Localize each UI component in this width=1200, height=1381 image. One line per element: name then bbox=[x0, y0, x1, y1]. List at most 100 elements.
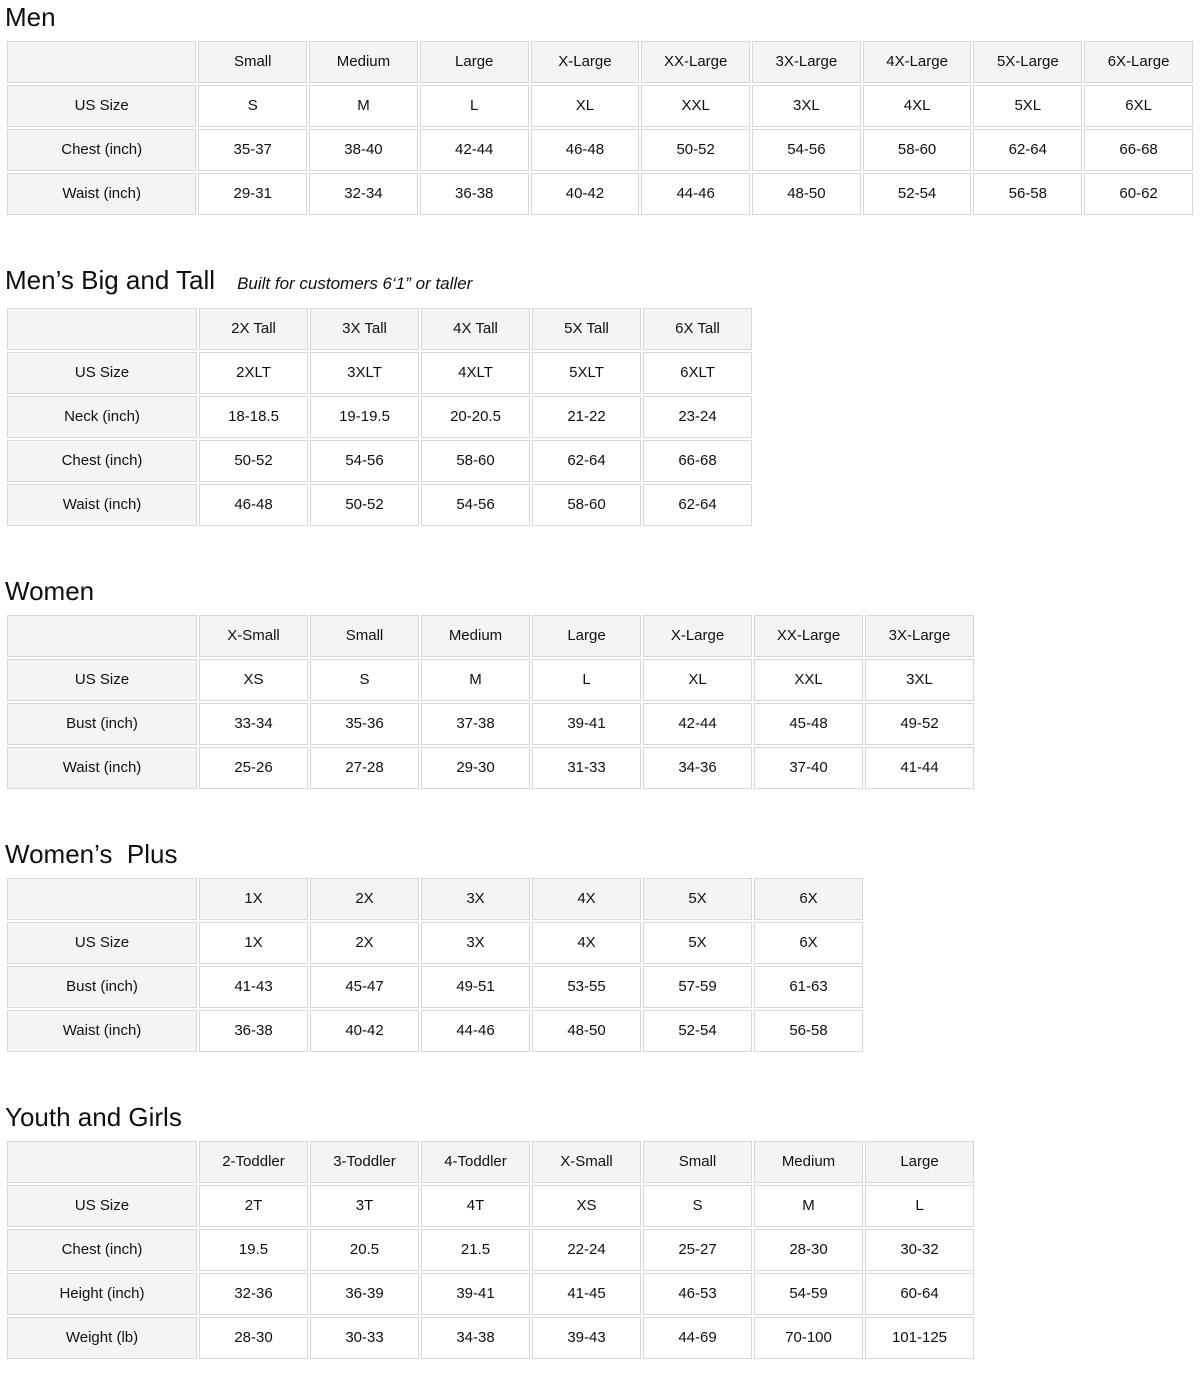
value-cell: 3XL bbox=[865, 659, 974, 701]
value-cell: XXL bbox=[641, 85, 751, 127]
value-cell: 66-68 bbox=[1084, 129, 1193, 171]
header-row: X-Small Small Medium Large X-Large XX-Large 3X… bbox=[7, 615, 974, 657]
row-label-cell: US Size bbox=[7, 659, 197, 701]
section-heading: Women bbox=[5, 576, 1195, 606]
column-header-cell: Small bbox=[310, 615, 419, 657]
value-cell: 54-56 bbox=[310, 440, 419, 482]
column-header-cell: 6X Tall bbox=[643, 308, 752, 350]
value-cell: 6XLT bbox=[643, 352, 752, 394]
column-header-cell: 4-Toddler bbox=[421, 1141, 530, 1183]
row-label-cell: Height (inch) bbox=[7, 1273, 197, 1315]
corner-cell bbox=[7, 615, 197, 657]
value-cell: 32-34 bbox=[309, 173, 418, 215]
value-cell: 54-56 bbox=[421, 484, 530, 526]
value-cell: S bbox=[643, 1185, 752, 1227]
table-row: Chest (inch) 50-52 54-56 58-60 62-64 66-68 bbox=[7, 440, 752, 482]
table-row: Height (inch) 32-36 36-39 39-41 41-45 46-53 54… bbox=[7, 1273, 974, 1315]
column-header-cell: XX-Large bbox=[641, 41, 751, 83]
column-header-cell: 3X bbox=[421, 878, 530, 920]
value-cell: M bbox=[309, 85, 418, 127]
value-cell: 54-59 bbox=[754, 1273, 863, 1315]
header-row: 2X Tall 3X Tall 4X Tall 5X Tall 6X Tall bbox=[7, 308, 752, 350]
corner-cell bbox=[7, 1141, 197, 1183]
value-cell: 3X bbox=[421, 922, 530, 964]
row-label-cell: Waist (inch) bbox=[7, 173, 197, 215]
section-title: Men bbox=[5, 2, 56, 32]
value-cell: 62-64 bbox=[532, 440, 641, 482]
row-label-cell: Chest (inch) bbox=[7, 440, 197, 482]
value-cell: L bbox=[865, 1185, 974, 1227]
column-header-cell: X-Large bbox=[643, 615, 752, 657]
value-cell: 28-30 bbox=[199, 1317, 308, 1359]
value-cell: 37-40 bbox=[754, 747, 863, 789]
value-cell: 36-38 bbox=[199, 1010, 308, 1052]
table-row: Waist (inch) 25-26 27-28 29-30 31-33 34-36 37-… bbox=[7, 747, 974, 789]
row-label-cell: Weight (lb) bbox=[7, 1317, 197, 1359]
table-row: Bust (inch) 33-34 35-36 37-38 39-41 42-44 45-4… bbox=[7, 703, 974, 745]
column-header-cell: 3X-Large bbox=[865, 615, 974, 657]
row-label-cell: US Size bbox=[7, 1185, 197, 1227]
column-header-cell: Large bbox=[865, 1141, 974, 1183]
column-header-cell: Medium bbox=[754, 1141, 863, 1183]
row-label-cell: Bust (inch) bbox=[7, 966, 197, 1008]
column-header-cell: 6X bbox=[754, 878, 863, 920]
value-cell: 44-46 bbox=[421, 1010, 530, 1052]
value-cell: 36-39 bbox=[310, 1273, 419, 1315]
column-header-cell: Small bbox=[198, 41, 308, 83]
value-cell: 60-64 bbox=[865, 1273, 974, 1315]
value-cell: 6XL bbox=[1084, 85, 1193, 127]
header-row: 2-Toddler 3-Toddler 4-Toddler X-Small Small M… bbox=[7, 1141, 974, 1183]
table-row: Waist (inch) 29-31 32-34 36-38 40-42 44-46 48-… bbox=[7, 173, 1193, 215]
column-header-cell: X-Large bbox=[530, 41, 640, 83]
value-cell: 5XL bbox=[973, 85, 1083, 127]
column-header-cell: X-Small bbox=[532, 1141, 641, 1183]
section-heading: Men’s Big and Tall Built for customers 6‘… bbox=[5, 265, 1195, 299]
table-row: US Size 2XLT 3XLT 4XLT 5XLT 6XLT bbox=[7, 352, 752, 394]
value-cell: 4XL bbox=[862, 85, 972, 127]
value-cell: 42-44 bbox=[643, 703, 752, 745]
value-cell: 3T bbox=[310, 1185, 419, 1227]
value-cell: 101-125 bbox=[865, 1317, 974, 1359]
value-cell: 52-54 bbox=[862, 173, 972, 215]
row-label-cell: Waist (inch) bbox=[7, 747, 197, 789]
value-cell: 40-42 bbox=[530, 173, 640, 215]
value-cell: 27-28 bbox=[310, 747, 419, 789]
column-header-cell: 3X-Large bbox=[752, 41, 861, 83]
value-cell: 46-53 bbox=[643, 1273, 752, 1315]
value-cell: 4T bbox=[421, 1185, 530, 1227]
value-cell: M bbox=[754, 1185, 863, 1227]
value-cell: 20-20.5 bbox=[421, 396, 530, 438]
value-cell: M bbox=[421, 659, 530, 701]
value-cell: 3XLT bbox=[310, 352, 419, 394]
corner-cell bbox=[7, 308, 197, 350]
section-heading: Youth and Girls bbox=[5, 1102, 1195, 1132]
column-header-cell: 2-Toddler bbox=[199, 1141, 308, 1183]
value-cell: 50-52 bbox=[199, 440, 308, 482]
value-cell: 34-36 bbox=[643, 747, 752, 789]
value-cell: 29-30 bbox=[421, 747, 530, 789]
table-row: Chest (inch) 35-37 38-40 42-44 46-48 50-52 54-… bbox=[7, 129, 1193, 171]
value-cell: 54-56 bbox=[752, 129, 861, 171]
value-cell: 62-64 bbox=[643, 484, 752, 526]
table-row: Weight (lb) 28-30 30-33 34-38 39-43 44-69 70-1… bbox=[7, 1317, 974, 1359]
value-cell: 50-52 bbox=[641, 129, 751, 171]
value-cell: 46-48 bbox=[530, 129, 640, 171]
value-cell: 30-32 bbox=[865, 1229, 974, 1271]
value-cell: XS bbox=[532, 1185, 641, 1227]
value-cell: 48-50 bbox=[752, 173, 861, 215]
column-header-cell: 5X-Large bbox=[973, 41, 1083, 83]
chart-section: Men’s Big and Tall Built for customers 6‘… bbox=[5, 265, 1195, 528]
table-row: US Size 1X 2X 3X 4X 5X 6X bbox=[7, 922, 863, 964]
value-cell: 60-62 bbox=[1084, 173, 1193, 215]
value-cell: 20.5 bbox=[310, 1229, 419, 1271]
column-header-cell: Small bbox=[643, 1141, 752, 1183]
value-cell: 3XL bbox=[752, 85, 861, 127]
size-table: 2X Tall 3X Tall 4X Tall 5X Tall 6X Tall US Si… bbox=[5, 306, 754, 528]
column-header-cell: Large bbox=[419, 41, 529, 83]
section-title: Men’s Big and Tall bbox=[5, 265, 216, 295]
column-header-cell: Medium bbox=[421, 615, 530, 657]
table-row: US Size XS S M L XL XXL 3XL bbox=[7, 659, 974, 701]
row-label-cell: US Size bbox=[7, 85, 197, 127]
value-cell: 37-38 bbox=[421, 703, 530, 745]
value-cell: 40-42 bbox=[310, 1010, 419, 1052]
